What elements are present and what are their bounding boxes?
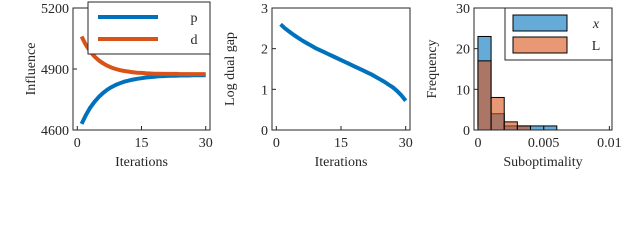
legend-label: d: [191, 33, 198, 48]
legend-swatch: [512, 14, 568, 32]
y-tick-label: 1: [261, 83, 268, 98]
x-tick-label: 0.005: [528, 136, 560, 151]
x-tick-label: 0.01: [597, 136, 622, 151]
legend-swatch: [512, 36, 568, 54]
y-tick-label: 20: [456, 43, 470, 58]
y-axis-label: Frequency: [425, 39, 440, 98]
subplot: 0 10 20 30 0 0.005 0.01 Suboptimality Frequency x…: [425, 2, 622, 170]
subplot: 4600 4900 5200 0 15 30 Iterations Influence pd: [24, 1, 213, 170]
y-tick-label: 5200: [41, 2, 69, 17]
y-tick-label: 2: [261, 43, 268, 58]
x-tick-label: 15: [135, 136, 149, 151]
histogram-bar: [477, 60, 492, 131]
y-axis-label: Influence: [24, 43, 39, 96]
x-tick-label: 15: [334, 136, 348, 151]
y-tick-label: 10: [456, 83, 470, 98]
y-tick-label: 3: [261, 2, 268, 17]
legend-label: p: [191, 11, 198, 26]
y-tick-label: 4900: [41, 63, 69, 78]
histogram-bar: [516, 125, 532, 131]
y-tick-label: 0: [463, 124, 470, 139]
legend-label: L: [592, 39, 601, 54]
data-line: [279, 22, 408, 102]
x-axis-label: Iterations: [315, 155, 368, 170]
x-tick-label: 0: [474, 136, 481, 151]
data-line: [79, 35, 206, 77]
x-tick-label: 0: [74, 136, 81, 151]
y-tick-label: 4600: [41, 124, 69, 139]
histogram-bar: [503, 121, 518, 131]
histogram-bar: [490, 96, 505, 131]
x-tick-label: 30: [399, 136, 413, 151]
y-axis-label: Log dual gap: [223, 32, 238, 106]
legend-box: [87, 1, 211, 55]
y-tick-label: 30: [456, 2, 470, 17]
y-tick-label: 0: [261, 124, 268, 139]
histogram-bar: [530, 125, 545, 131]
x-axis-label: Iterations: [115, 155, 168, 170]
x-tick-label: 30: [199, 136, 213, 151]
x-tick-label: 0: [273, 136, 280, 151]
legend-label: x: [592, 17, 600, 32]
x-axis-label: Suboptimality: [503, 155, 582, 170]
plot-area: [272, 8, 410, 130]
histogram-bar: [543, 125, 558, 131]
